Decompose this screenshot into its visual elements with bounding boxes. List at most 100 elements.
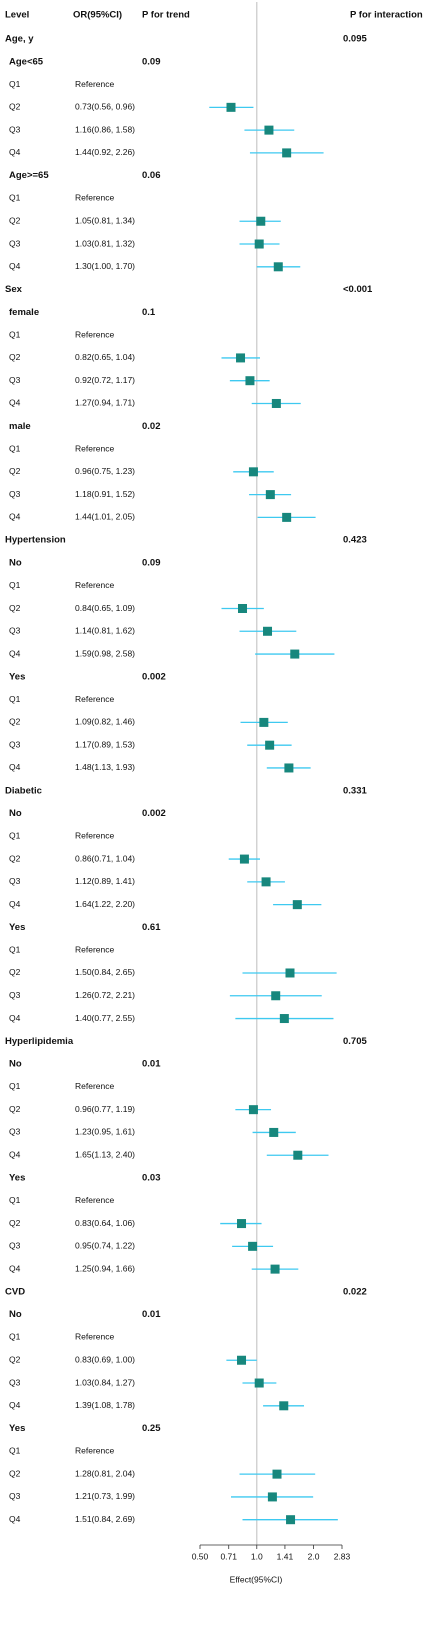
x-tick-label: 1.0 (251, 1551, 263, 1561)
p-trend: 0.002 (142, 671, 166, 682)
row-label: Q4 (9, 1514, 21, 1524)
or-ci: Reference (75, 443, 114, 453)
row-label: Q2 (9, 1218, 21, 1228)
row-label: Q1 (9, 1081, 21, 1091)
or-ci: 1.26(0.72, 2.21) (75, 990, 135, 1000)
estimate-marker (254, 1378, 264, 1388)
p-interaction: 0.705 (343, 1036, 367, 1047)
row-label: Hyperlipidemia (5, 1036, 74, 1047)
row-label: Age, y (5, 34, 34, 45)
row-label: Q1 (9, 831, 21, 841)
estimate-marker (286, 1515, 296, 1525)
or-ci: 1.64(1.22, 2.20) (75, 899, 135, 909)
or-ci: 1.14(0.81, 1.62) (75, 626, 135, 636)
or-ci: 1.18(0.91, 1.52) (75, 489, 135, 499)
row-label: Q2 (9, 1354, 21, 1364)
or-ci: 1.16(0.86, 1.58) (75, 124, 135, 134)
row-label: Q1 (9, 694, 21, 704)
estimate-marker (279, 1014, 289, 1024)
or-ci: 0.82(0.65, 1.04) (75, 352, 135, 362)
row-label: Q2 (9, 603, 21, 613)
x-tick-label: 2.83 (334, 1551, 351, 1561)
or-ci: Reference (75, 1332, 114, 1342)
estimate-marker (273, 262, 283, 272)
row-label: Yes (9, 1173, 25, 1184)
row-label: Q2 (9, 352, 21, 362)
estimate-marker (237, 1219, 247, 1229)
row-label: Q2 (9, 717, 21, 727)
row-label: Q2 (9, 466, 21, 476)
row-label: Hypertension (5, 535, 66, 546)
estimate-marker (271, 398, 281, 408)
row-label: Q1 (9, 1446, 21, 1456)
estimate-marker (290, 649, 300, 659)
or-ci: 1.25(0.94, 1.66) (75, 1263, 135, 1273)
estimate-marker (236, 353, 246, 363)
row-label: Q1 (9, 1195, 21, 1205)
row-label: Q2 (9, 102, 21, 112)
estimate-marker (279, 1401, 289, 1411)
row-label: Q3 (9, 1127, 21, 1137)
row-label: Q2 (9, 1104, 21, 1114)
or-ci: Reference (75, 1081, 114, 1091)
or-ci: 1.30(1.00, 1.70) (75, 261, 135, 271)
x-axis-label: Effect(95%CI) (230, 1574, 283, 1584)
or-ci: 1.27(0.94, 1.71) (75, 398, 135, 408)
or-ci: 1.40(0.77, 2.55) (75, 1013, 135, 1023)
row-label: Q4 (9, 147, 21, 157)
or-ci: 1.21(0.73, 1.99) (75, 1491, 135, 1501)
or-ci: 1.44(1.01, 2.05) (75, 512, 135, 522)
p-interaction: 0.331 (343, 785, 367, 796)
estimate-marker (284, 763, 294, 773)
row-label: Q1 (9, 329, 21, 339)
or-ci: 1.12(0.89, 1.41) (75, 876, 135, 886)
or-ci: 1.09(0.82, 1.46) (75, 717, 135, 727)
estimate-marker (239, 854, 249, 864)
p-trend: 0.02 (142, 421, 161, 432)
estimate-marker (248, 1241, 258, 1251)
row-label: Q4 (9, 1400, 21, 1410)
row-label: Q2 (9, 215, 21, 225)
or-ci: 1.17(0.89, 1.53) (75, 739, 135, 749)
estimate-marker (237, 604, 247, 613)
or-ci: 0.96(0.77, 1.19) (75, 1104, 135, 1114)
row-label: Q4 (9, 398, 21, 408)
row-label: Q2 (9, 853, 21, 863)
row-label: Diabetic (5, 785, 42, 796)
row-label: No (9, 1309, 22, 1320)
row-label: CVD (5, 1286, 25, 1297)
row-label: Q4 (9, 1263, 21, 1273)
estimate-marker (271, 991, 281, 1001)
row-label: Q1 (9, 193, 21, 203)
row-label: Age>=65 (9, 170, 49, 181)
row-label: Q1 (9, 944, 21, 954)
estimate-marker (285, 968, 295, 978)
estimate-marker (259, 717, 269, 727)
or-ci: 1.65(1.13, 2.40) (75, 1149, 135, 1159)
estimate-marker (263, 626, 273, 636)
row-label: Q3 (9, 238, 21, 248)
or-ci: 1.03(0.81, 1.32) (75, 238, 135, 248)
row-label: Q1 (9, 1332, 21, 1342)
row-label: Q1 (9, 443, 21, 453)
row-label: Q3 (9, 739, 21, 749)
p-trend: 0.25 (142, 1423, 161, 1434)
row-label: Q3 (9, 1377, 21, 1387)
or-ci: 0.86(0.71, 1.04) (75, 853, 135, 863)
estimate-marker (270, 1264, 280, 1274)
p-trend: 0.01 (142, 1059, 161, 1070)
or-ci: 1.51(0.84, 2.69) (75, 1514, 135, 1524)
row-label: Q4 (9, 261, 21, 271)
row-label: Q3 (9, 124, 21, 134)
row-label: Q2 (9, 967, 21, 977)
estimate-marker (272, 1469, 282, 1479)
estimate-marker (265, 740, 275, 750)
or-ci: 0.95(0.74, 1.22) (75, 1241, 135, 1251)
row-label: Q4 (9, 1013, 21, 1023)
or-ci: 0.83(0.69, 1.00) (75, 1354, 135, 1364)
p-trend: 0.09 (142, 56, 161, 67)
row-label: Q2 (9, 1468, 21, 1478)
row-label: No (9, 1059, 22, 1070)
or-ci: 0.73(0.56, 0.96) (75, 102, 135, 112)
